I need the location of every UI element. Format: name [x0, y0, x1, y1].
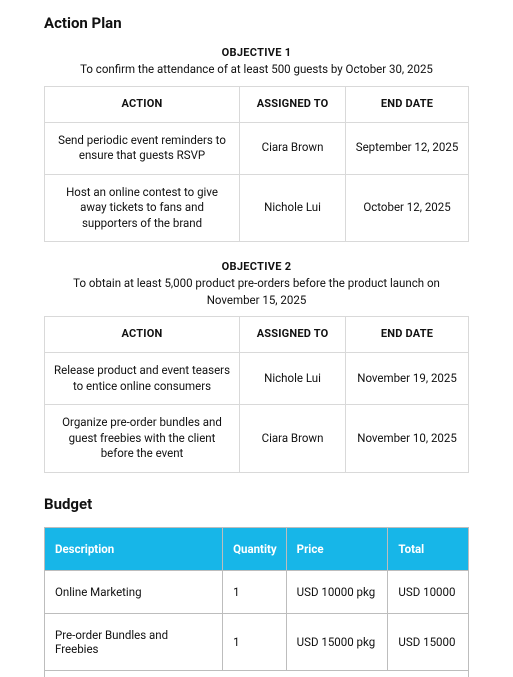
- col-total: Total: [388, 527, 469, 570]
- cell-end: November 19, 2025: [346, 353, 469, 405]
- cell-assigned: Ciara Brown: [240, 405, 346, 473]
- cell-desc: Online Marketing: [45, 570, 223, 613]
- table-cutoff: [44, 671, 469, 677]
- cell-action: Host an online contest to give away tick…: [45, 174, 240, 242]
- budget-title: Budget: [44, 495, 469, 513]
- budget-table: Description Quantity Price Total Online …: [44, 527, 469, 671]
- page: Action Plan OBJECTIVE 1 To confirm the a…: [0, 0, 513, 677]
- col-end: END DATE: [346, 317, 469, 353]
- table-header-row: ACTION ASSIGNED TO END DATE: [45, 86, 469, 122]
- cell-action: Release product and event teasers to ent…: [45, 353, 240, 405]
- action-table: ACTION ASSIGNED TO END DATE Release prod…: [44, 316, 469, 472]
- table-row: Online Marketing 1 USD 10000 pkg USD 100…: [45, 570, 469, 613]
- col-action: ACTION: [45, 317, 240, 353]
- cell-assigned: Nichole Lui: [240, 353, 346, 405]
- cell-assigned: Ciara Brown: [240, 122, 346, 174]
- objective-desc: To confirm the attendance of at least 50…: [44, 61, 469, 78]
- table-row: Send periodic event reminders to ensure …: [45, 122, 469, 174]
- cell-action: Send periodic event reminders to ensure …: [45, 122, 240, 174]
- budget-section: Budget Description Quantity Price Total …: [44, 495, 469, 677]
- objective-block: OBJECTIVE 1 To confirm the attendance of…: [44, 46, 469, 242]
- cell-action: Organize pre-order bundles and guest fre…: [45, 405, 240, 473]
- cell-qty: 1: [223, 570, 287, 613]
- table-row: Organize pre-order bundles and guest fre…: [45, 405, 469, 473]
- table-header-row: ACTION ASSIGNED TO END DATE: [45, 317, 469, 353]
- cell-price: USD 10000 pkg: [286, 570, 388, 613]
- cell-total: USD 15000: [388, 613, 469, 670]
- cell-qty: 1: [223, 613, 287, 670]
- col-assigned: ASSIGNED TO: [240, 317, 346, 353]
- action-table: ACTION ASSIGNED TO END DATE Send periodi…: [44, 86, 469, 242]
- cell-desc: Pre-order Bundles and Freebies: [45, 613, 223, 670]
- objective-block: OBJECTIVE 2 To obtain at least 5,000 pro…: [44, 260, 469, 473]
- col-price: Price: [286, 527, 388, 570]
- col-assigned: ASSIGNED TO: [240, 86, 346, 122]
- table-row: Pre-order Bundles and Freebies 1 USD 150…: [45, 613, 469, 670]
- col-end: END DATE: [346, 86, 469, 122]
- action-plan-title: Action Plan: [44, 14, 469, 32]
- cell-price: USD 15000 pkg: [286, 613, 388, 670]
- cell-end: November 10, 2025: [346, 405, 469, 473]
- col-desc: Description: [45, 527, 223, 570]
- table-row: Release product and event teasers to ent…: [45, 353, 469, 405]
- objective-label: OBJECTIVE 1: [44, 46, 469, 59]
- col-action: ACTION: [45, 86, 240, 122]
- col-qty: Quantity: [223, 527, 287, 570]
- objective-desc: To obtain at least 5,000 product pre-ord…: [44, 275, 469, 308]
- objective-label: OBJECTIVE 2: [44, 260, 469, 273]
- cell-total: USD 10000: [388, 570, 469, 613]
- cell-assigned: Nichole Lui: [240, 174, 346, 242]
- table-header-row: Description Quantity Price Total: [45, 527, 469, 570]
- cell-end: October 12, 2025: [346, 174, 469, 242]
- table-row: Host an online contest to give away tick…: [45, 174, 469, 242]
- cell-end: September 12, 2025: [346, 122, 469, 174]
